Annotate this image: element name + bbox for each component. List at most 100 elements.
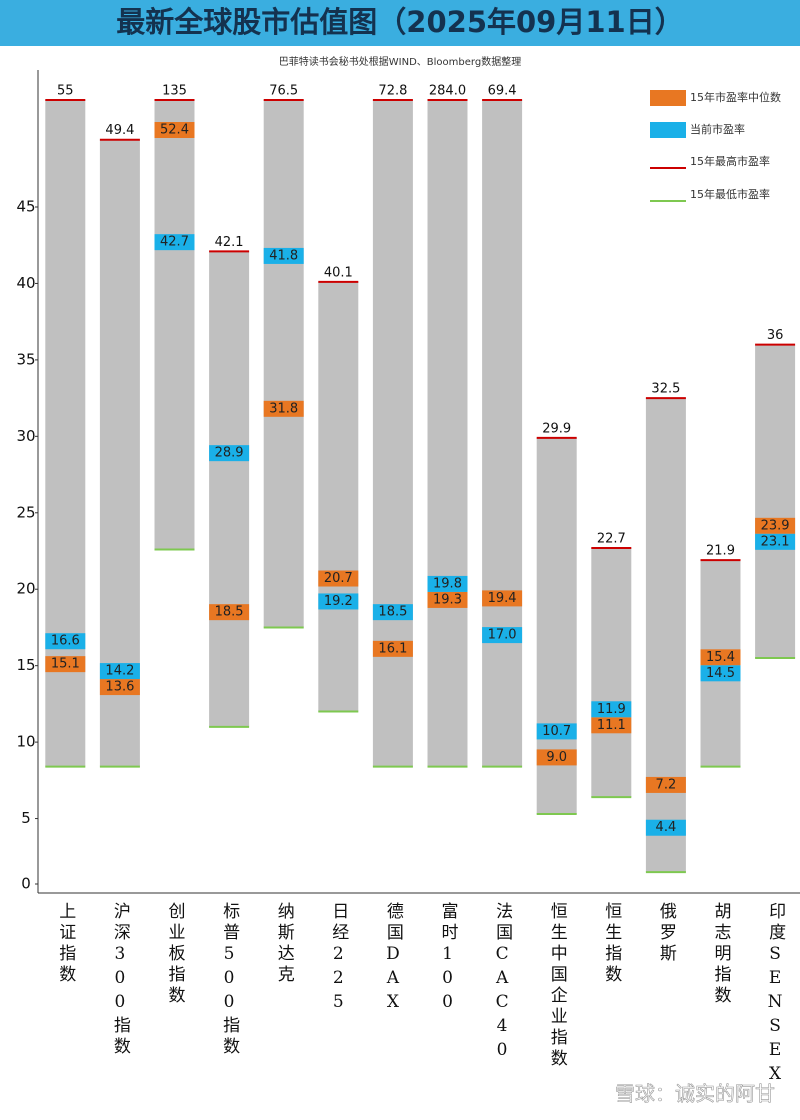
marker-box — [700, 665, 741, 682]
range-bar — [263, 100, 304, 628]
marker-label: 14.2 — [105, 664, 134, 679]
marker-label: 17.0 — [488, 628, 517, 643]
marker-box — [263, 247, 304, 264]
marker-box — [536, 723, 577, 740]
max-label: 32.5 — [651, 382, 680, 397]
max-label: 55 — [57, 84, 74, 99]
max-label: 49.4 — [105, 123, 134, 138]
y-tick-label: 35 — [16, 350, 35, 368]
title-banner — [0, 0, 800, 46]
range-bar — [427, 100, 468, 767]
marker-label: 10.7 — [542, 724, 571, 739]
x-tick-label: 德国DAX — [383, 902, 404, 1016]
marker-label: 16.1 — [378, 641, 407, 656]
marker-box — [99, 663, 140, 680]
marker-box — [318, 593, 359, 610]
legend-label: 15年市盈率中位数 — [690, 90, 781, 104]
marker-label: 20.7 — [324, 571, 353, 586]
max-label: 22.7 — [597, 531, 626, 546]
x-tick-label: 恒生中国企业指数 — [547, 902, 568, 1070]
marker-box — [318, 570, 359, 587]
marker-box — [154, 122, 195, 138]
marker-box — [427, 575, 468, 592]
range-bar — [318, 281, 359, 712]
range-bar — [154, 100, 195, 550]
watermark: 雪球：诚实的阿甘 — [615, 1082, 775, 1106]
marker-label: 15.1 — [51, 657, 80, 672]
marker-label: 28.9 — [215, 446, 244, 461]
y-tick-label: 5 — [21, 809, 31, 827]
x-tick-label: 沪深300指数 — [110, 902, 130, 1058]
marker-label: 16.6 — [51, 634, 80, 649]
chart-title: 最新全球股市估值图（2025年09月11日） — [116, 5, 683, 39]
y-tick-label: 25 — [16, 503, 35, 521]
marker-label: 13.6 — [105, 680, 134, 695]
marker-box — [263, 400, 304, 417]
range-bar — [482, 100, 523, 767]
max-label: 76.5 — [269, 84, 298, 99]
x-tick-label: 印度SENSEX — [765, 902, 786, 1088]
y-tick-label: 20 — [16, 580, 35, 598]
marker-label: 19.3 — [433, 592, 462, 607]
marker-label: 7.2 — [656, 777, 677, 792]
marker-box — [45, 633, 86, 650]
range-bar — [645, 398, 686, 873]
marker-label: 42.7 — [160, 235, 189, 250]
marker-label: 11.1 — [597, 718, 626, 733]
marker-label: 4.4 — [656, 820, 677, 835]
marker-label: 19.8 — [433, 576, 462, 591]
max-label: 29.9 — [542, 421, 571, 436]
marker-box — [536, 749, 577, 766]
max-label: 21.9 — [706, 544, 735, 559]
max-label: 36 — [767, 328, 784, 343]
marker-box — [427, 591, 468, 608]
y-tick-label: 0 — [21, 875, 31, 893]
marker-box — [209, 604, 250, 621]
x-tick-label: 纳斯达克 — [274, 902, 295, 986]
x-tick-label: 俄罗斯 — [656, 902, 677, 965]
marker-label: 11.9 — [597, 702, 626, 717]
marker-box — [372, 604, 413, 621]
range-bar — [99, 139, 140, 767]
range-bar — [209, 251, 250, 727]
max-label: 72.8 — [378, 84, 407, 99]
marker-box — [99, 679, 140, 696]
y-tick-label: 10 — [16, 733, 35, 751]
marker-box — [755, 533, 796, 550]
range-bar — [591, 547, 632, 798]
marker-label: 19.4 — [488, 591, 517, 606]
x-tick-label: 胡志明指数 — [711, 902, 732, 1007]
marker-label: 14.5 — [706, 666, 735, 681]
max-label: 42.1 — [215, 235, 244, 250]
marker-box — [209, 445, 250, 462]
x-tick-label: 标普500指数 — [219, 902, 240, 1058]
max-label: 284.0 — [429, 84, 466, 99]
marker-label: 41.8 — [269, 248, 298, 263]
marker-box — [645, 819, 686, 836]
marker-label: 19.2 — [324, 594, 353, 609]
y-tick-label: 45 — [16, 198, 35, 216]
marker-box — [372, 640, 413, 657]
marker-label: 52.4 — [160, 123, 189, 138]
range-bar — [372, 100, 413, 767]
x-tick-label: 创业板指数 — [165, 902, 186, 1007]
marker-box — [645, 776, 686, 793]
marker-box — [45, 656, 86, 673]
x-tick-label: 法国CAC40 — [492, 902, 512, 1064]
max-label: 135 — [162, 84, 187, 99]
x-tick-label: 日经225 — [328, 902, 349, 1016]
max-label: 40.1 — [324, 265, 353, 280]
marker-label: 23.9 — [761, 518, 790, 533]
legend-swatch — [650, 90, 686, 106]
marker-box — [700, 649, 741, 666]
marker-box — [482, 590, 523, 607]
marker-label: 9.0 — [546, 750, 567, 765]
legend-label: 当前市盈率 — [690, 122, 745, 136]
marker-box — [591, 717, 632, 734]
marker-box — [482, 627, 523, 644]
legend-label: 15年最高市盈率 — [690, 154, 770, 168]
range-bar — [755, 344, 796, 659]
x-tick-label: 恒生指数 — [601, 902, 622, 986]
marker-box — [755, 517, 796, 534]
